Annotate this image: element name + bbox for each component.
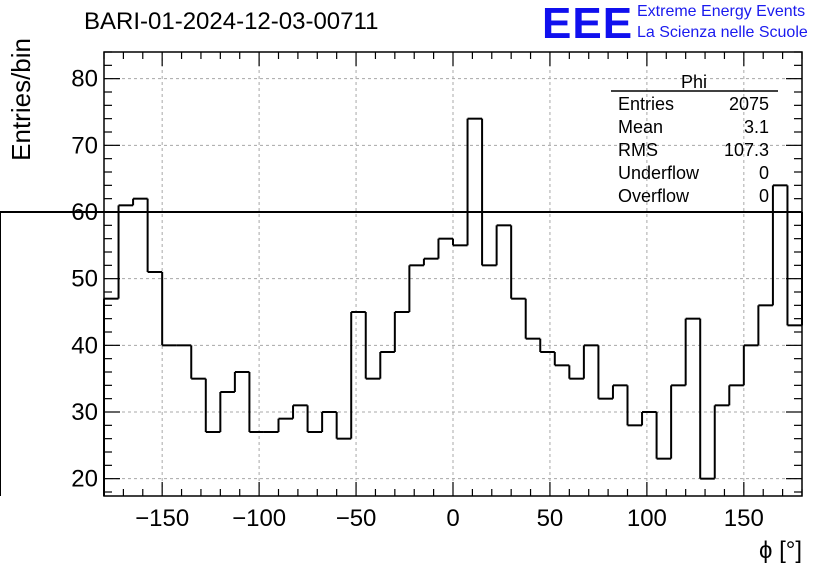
stats-title: Phi	[681, 72, 707, 92]
stats-row-value: 0	[759, 186, 769, 206]
y-tick-label: 70	[71, 132, 98, 159]
x-tick-label: 50	[537, 505, 564, 532]
stats-row-value: 107.3	[724, 140, 769, 160]
y-tick-label: 50	[71, 266, 98, 293]
stats-row-value: 3.1	[744, 117, 769, 137]
x-tick-label: 0	[446, 505, 459, 532]
y-tick-label: 80	[71, 66, 98, 93]
x-tick-label: −150	[135, 505, 189, 532]
eee-logo: EEE	[542, 0, 634, 48]
y-tick-label: 40	[71, 332, 98, 359]
x-tick-label: −100	[232, 505, 286, 532]
x-tick-label: −50	[336, 505, 377, 532]
stats-row-label: RMS	[618, 140, 658, 160]
axis-ticks	[103, 51, 803, 496]
x-tick-label: 150	[724, 505, 764, 532]
tick-labels: −150 −100 −50 0 50 100 150 20 30 40 50 60 70 80	[71, 66, 764, 532]
grid-lines	[104, 52, 802, 496]
stats-row-label: Underflow	[618, 163, 700, 183]
logo-line-2: La Scienza nelle Scuole	[637, 24, 808, 41]
stats-box: Phi Entries 2075 Mean 3.1 RMS 107.3 Underflow 0…	[611, 72, 778, 206]
logo-line-1: Extreme Energy Events	[637, 3, 806, 20]
stats-row-value: 0	[759, 163, 769, 183]
stats-row-label: Entries	[618, 94, 674, 114]
stats-rows: Entries 2075 Mean 3.1 RMS 107.3 Underflow 0 Over…	[618, 94, 769, 206]
stats-row-label: Overflow	[618, 186, 690, 206]
run-title: BARI-01-2024-12-03-00711	[84, 8, 379, 35]
stats-row-value: 2075	[729, 94, 769, 114]
y-tick-label: 60	[71, 199, 98, 226]
y-tick-label: 30	[71, 399, 98, 426]
x-axis-label: ϕ [°]	[759, 537, 802, 564]
stats-row-label: Mean	[618, 117, 663, 137]
y-axis-label: Entries/bin	[6, 38, 36, 161]
x-tick-label: 100	[627, 505, 667, 532]
y-tick-label: 20	[71, 466, 98, 493]
